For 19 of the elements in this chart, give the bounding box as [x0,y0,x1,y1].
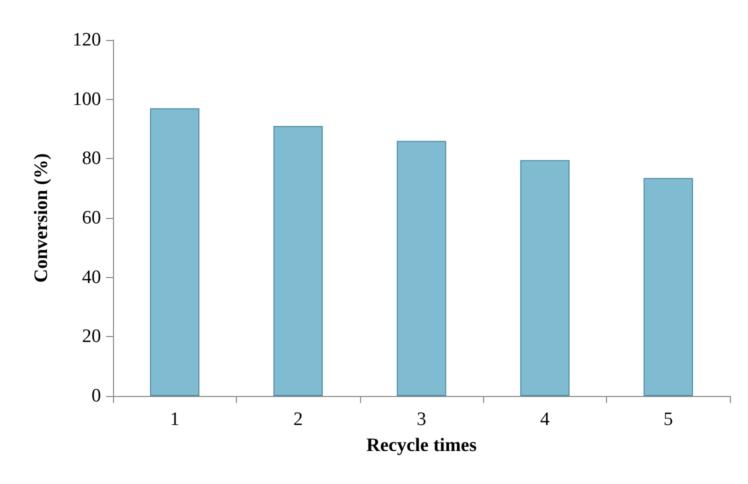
x-tick-label: 2 [293,409,303,430]
y-tick-label: 40 [82,266,101,288]
x-tick-label: 5 [664,409,674,430]
y-tick-label: 80 [82,148,101,170]
y-tick-label: 0 [92,386,101,406]
y-axis-title: Conversion (%) [31,153,52,283]
bar [644,178,693,396]
x-axis-title: Recycle times [366,435,477,456]
bar [396,140,446,396]
y-tick-label: 100 [72,88,101,110]
x-tick-label: 1 [170,409,180,430]
x-tick-label: 3 [416,409,426,430]
y-tick-label: 60 [82,208,101,228]
bar [150,108,200,396]
x-tick-label: 4 [540,409,550,430]
bar [273,126,323,396]
bar [520,160,570,396]
y-tick-label: 120 [72,30,101,50]
y-tick-label: 20 [82,326,101,348]
